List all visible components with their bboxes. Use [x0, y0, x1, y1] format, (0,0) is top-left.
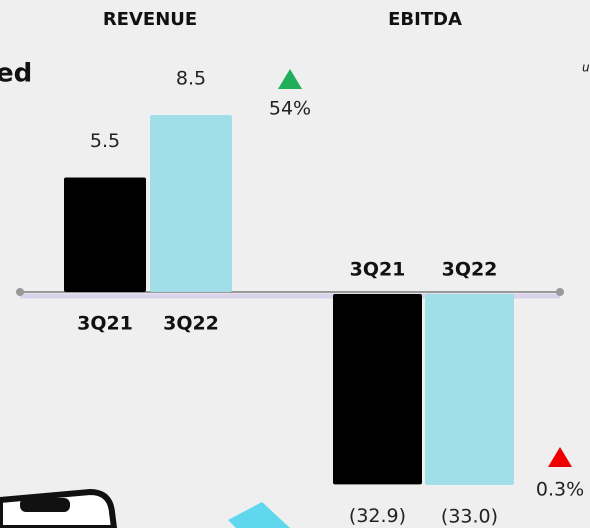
- value-label: 8.5: [176, 68, 206, 90]
- change-indicator: [548, 447, 572, 467]
- cyan-decoration: [228, 502, 290, 528]
- value-label: 5.5: [90, 130, 120, 152]
- category-label: 3Q22: [163, 313, 219, 335]
- phone-notch: [20, 498, 70, 512]
- axis-dot: [556, 288, 564, 296]
- value-label: (33.0): [441, 506, 498, 528]
- change-label: 0.3%: [536, 479, 584, 501]
- bar: [425, 294, 514, 485]
- change-indicator: [278, 69, 302, 89]
- change-label: 54%: [269, 98, 311, 120]
- axis-dot: [16, 288, 24, 296]
- note-fragment: u: [582, 61, 590, 75]
- category-label: 3Q22: [442, 259, 498, 281]
- bar: [333, 294, 422, 484]
- slide: ed u REVENUE 5.5 3Q21 8.5 3Q22 54% EBITDA (32.9…: [0, 0, 590, 528]
- bar: [150, 115, 232, 292]
- category-label: 3Q21: [350, 259, 406, 281]
- value-label: (32.9): [349, 505, 406, 527]
- chart-title: EBITDA: [388, 9, 462, 30]
- chart-title: REVENUE: [103, 9, 197, 30]
- category-label: 3Q21: [77, 313, 133, 335]
- heading-fragment: ed: [0, 59, 32, 89]
- bar: [64, 177, 146, 292]
